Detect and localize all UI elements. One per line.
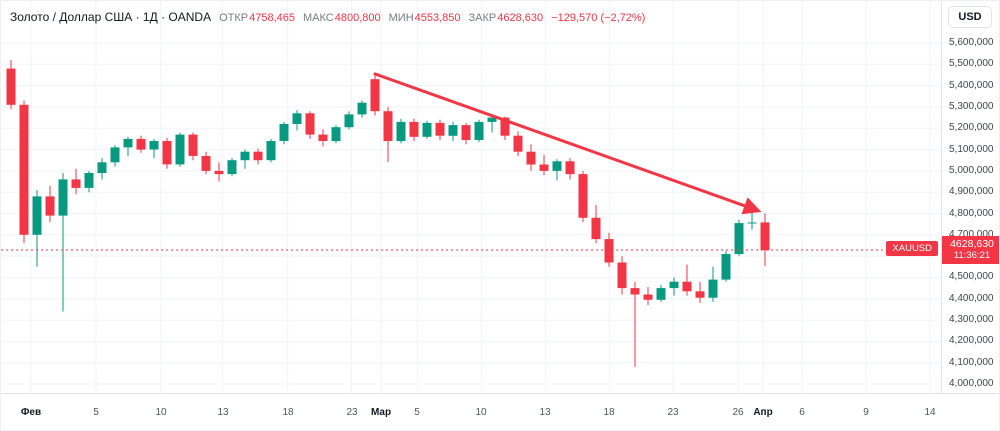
price-axis-label: 5,100,000 (949, 144, 994, 155)
ohlc-field-value: 4628,630 (497, 12, 544, 24)
time-axis-label: 18 (603, 407, 615, 418)
price-axis-label: 5,600,000 (949, 37, 994, 48)
grid-lines (1, 1, 941, 393)
time-axis[interactable]: Фев 5 10 13 18 23 Мар 5 10 13 18 23 26 Апр 6 9 14 (1, 393, 999, 430)
current-price-value: 4628,630 (950, 238, 994, 250)
candlestick-chart[interactable] (1, 1, 941, 393)
price-axis-label: 4,000,000 (949, 378, 994, 389)
price-axis-label: 5,400,000 (949, 80, 994, 91)
price-axis-label: 4,400,000 (949, 293, 994, 304)
candles (6, 60, 770, 367)
price-axis-label: 4,800,000 (949, 208, 994, 219)
trend-line-drawing[interactable] (373, 72, 762, 215)
ohlc-field-label: МИН (388, 12, 414, 24)
time-axis-label: 18 (282, 407, 294, 418)
price-axis-label: 4,700,000 (949, 229, 994, 240)
time-axis-label: 26 (732, 407, 744, 418)
time-axis-label: 13 (539, 407, 551, 418)
price-axis-label: 4,900,000 (949, 186, 994, 197)
time-axis-label: 10 (475, 407, 487, 418)
time-axis-label: 5 (414, 407, 420, 418)
ohlc-field-value: 4800,800 (334, 12, 381, 24)
ohlc-field-label: ОТКР (219, 12, 249, 24)
currency-unit-button[interactable]: USD (948, 6, 992, 28)
time-axis-label: 5 (93, 407, 99, 418)
price-axis-label: 5,000,000 (949, 165, 994, 176)
price-axis-label: 5,300,000 (949, 101, 994, 112)
time-axis-month-label: Фев (20, 407, 42, 418)
time-axis-month-label: Мар (370, 407, 392, 418)
price-axis-label: 4,200,000 (949, 335, 994, 346)
ohlc-field-label: ЗАКР (468, 12, 497, 24)
price-axis-label: 4,500,000 (949, 271, 994, 282)
time-axis-label: 23 (667, 407, 679, 418)
ohlc-field-value: 4758,465 (249, 12, 295, 24)
time-axis-label: 9 (863, 407, 869, 418)
time-axis-month-label: Апр (753, 407, 773, 418)
price-change: −129,570 (−2,72%) (551, 12, 646, 24)
time-axis-label: 6 (799, 407, 805, 418)
time-axis-label: 13 (217, 407, 229, 418)
chart-legend: Золото / Доллар США · 1Д · OANDA ОТКР4758… (10, 10, 645, 24)
bar-countdown-timer: 11:36:21 (953, 250, 991, 261)
price-axis-label: 5,200,000 (949, 122, 994, 133)
time-axis-label: 10 (155, 407, 167, 418)
price-axis-label: 5,500,000 (949, 58, 994, 69)
price-axis-label: 4,300,000 (949, 314, 994, 325)
ohlc-field-value: 4553,850 (414, 12, 461, 24)
chart-area[interactable]: Золото / Доллар США · 1Д · OANDA ОТКР4758… (1, 1, 941, 393)
current-price-badge: 4628,630 11:36:21 (942, 236, 999, 264)
symbol-title[interactable]: Золото / Доллар США · 1Д · OANDA (10, 10, 212, 24)
time-axis-label: 14 (924, 407, 936, 418)
price-axis-label: 4,100,000 (949, 357, 994, 368)
symbol-price-tag: XAUUSD (886, 241, 938, 256)
price-axis[interactable]: 4628,630 11:36:21 5,600,000 5,500,000 5,40… (941, 1, 999, 393)
ohlc-values: ОТКР4758,465 МАКС4800,800 МИН4553,850 ЗАКР4… (211, 12, 543, 24)
ohlc-field-label: МАКС (303, 12, 334, 24)
time-axis-label: 23 (346, 407, 358, 418)
